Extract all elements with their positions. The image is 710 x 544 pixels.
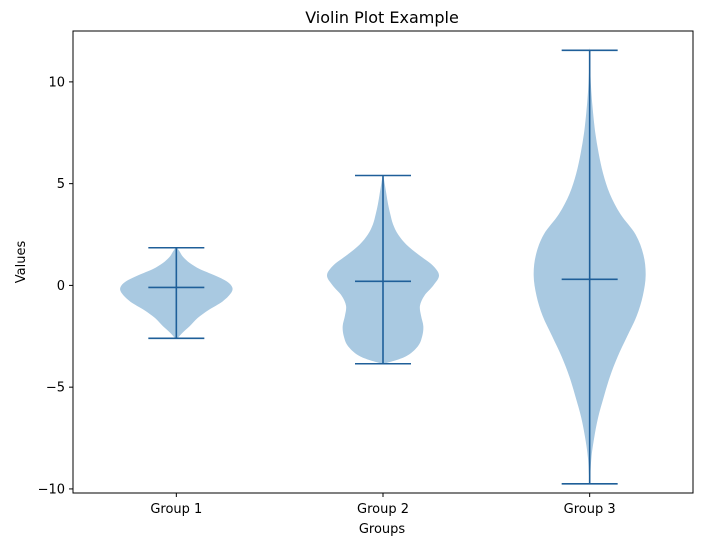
x-tick-label: Group 2 [357,502,409,517]
y-tick-label: 5 [57,177,65,192]
plot-area [120,47,646,485]
y-tick-label: −10 [38,482,65,497]
y-axis-label: Values [14,241,29,284]
x-axis: Group 1 Group 2 Group 3 [150,493,616,517]
violin-3 [533,47,646,485]
x-tick-label: Group 1 [150,502,202,517]
violin-1 [120,246,233,340]
x-tick-label: Group 3 [564,502,616,517]
y-tick-label: 10 [48,75,65,90]
x-axis-label: Groups [359,522,406,537]
y-tick-label: 0 [57,279,65,294]
chart-title: Violin Plot Example [305,8,459,27]
y-axis: −10 −5 0 5 10 [38,75,73,497]
violin-2 [326,174,440,365]
y-tick-label: −5 [46,381,65,396]
